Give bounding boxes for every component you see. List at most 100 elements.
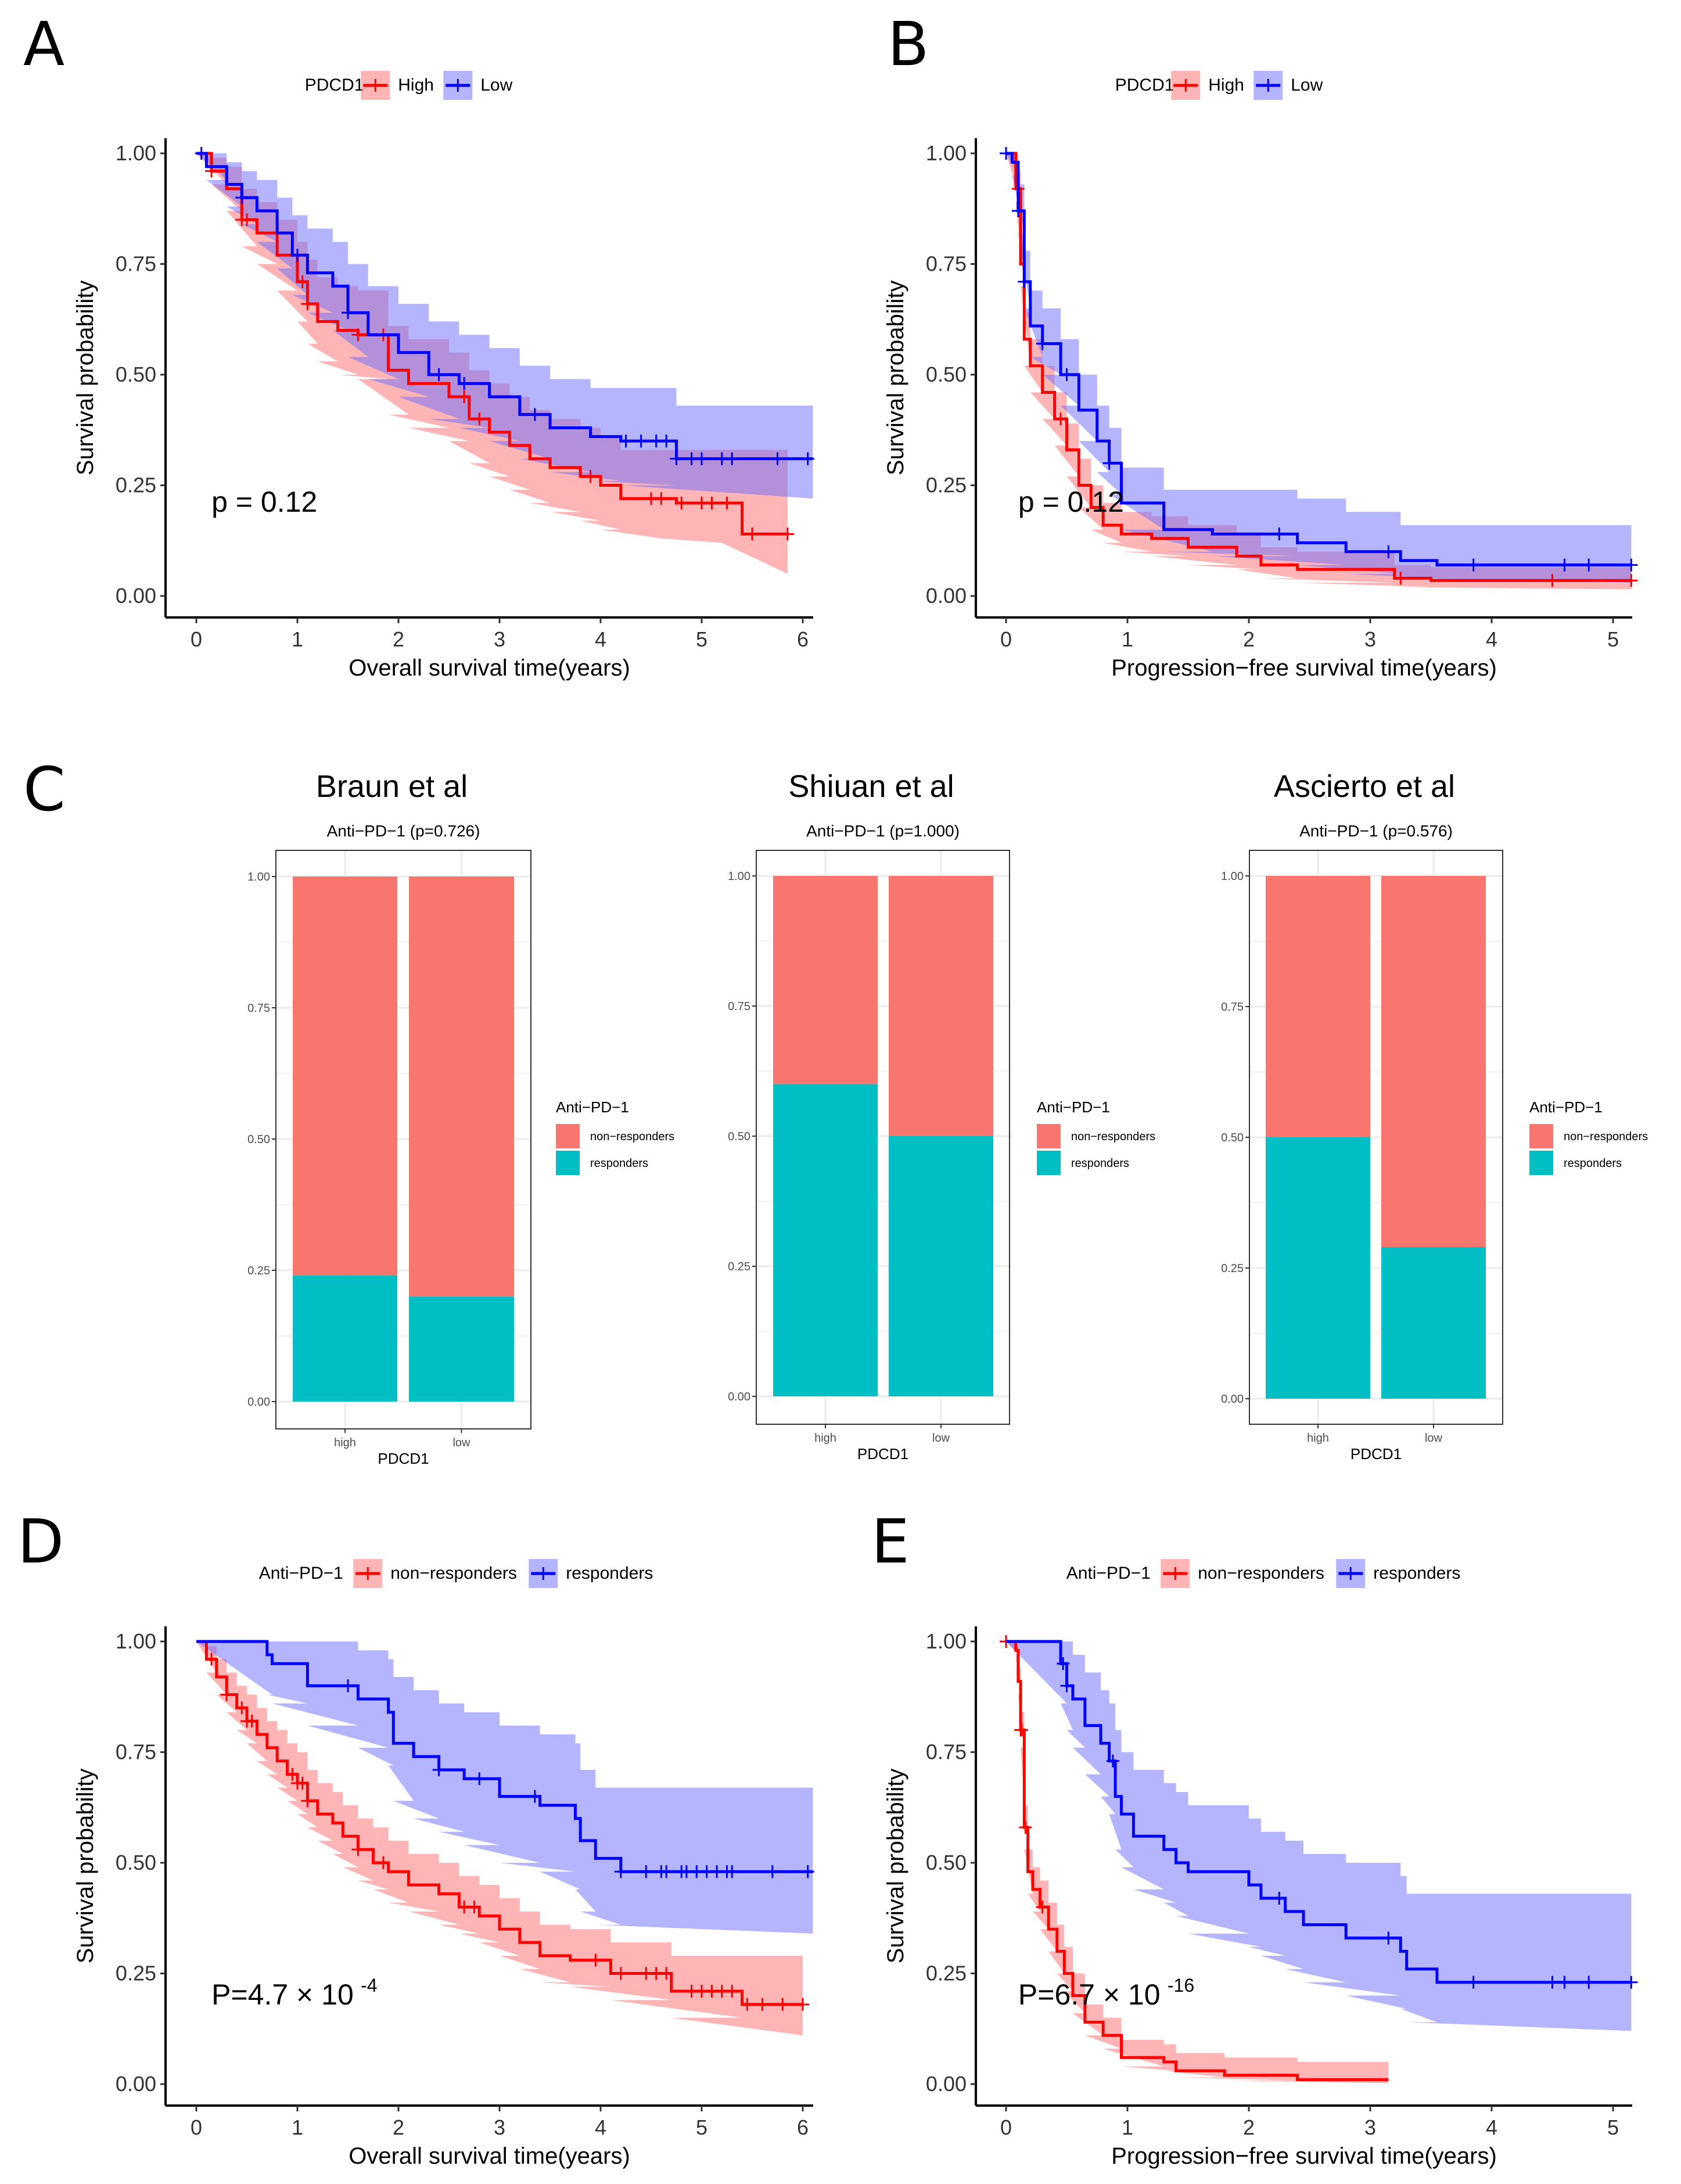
legend-key-1 — [1529, 1151, 1553, 1175]
legend-title: Anti−PD−1 — [259, 1564, 343, 1583]
bar-chart-subtitle: Anti−PD−1 (p=0.576) — [1299, 822, 1453, 840]
y-tick-label: 0.25 — [116, 473, 156, 497]
y-tick-label: 0.00 — [247, 1396, 270, 1409]
censor-mark — [614, 1967, 627, 1980]
legend-title: Anti−PD−1 — [1066, 1564, 1151, 1583]
censor-mark — [1060, 1679, 1073, 1693]
km-panel-b: PDCD1 High Low 0.00 0.25 0.50 0.75 1.00 0 1 2 3 4 5 Pr… — [883, 71, 1638, 681]
censor-mark — [1054, 412, 1068, 426]
censor-mark — [640, 1865, 653, 1878]
legend: Anti−PD−1 non−responders responders — [259, 1559, 653, 1588]
censor-mark — [286, 1768, 299, 1781]
legend-label: responders — [1373, 1564, 1460, 1583]
p-value-annotation: P=4.7 × 10 -4 — [211, 1975, 377, 2011]
x-tick-label: 2 — [393, 2115, 404, 2139]
x-tick-label: 2 — [1243, 627, 1255, 651]
censor-mark — [220, 1688, 234, 1701]
p-value-text: P=6.7 × 10 — [1018, 1978, 1161, 2011]
censor-mark — [796, 1998, 809, 2011]
y-tick-label: 0.00 — [926, 584, 967, 608]
panel-letter-b: B — [888, 9, 929, 80]
legend-title: Anti−PD−1 — [1529, 1098, 1603, 1116]
y-tick-label: 1.00 — [116, 141, 156, 165]
legend-label: responders — [1564, 1157, 1622, 1170]
censor-mark — [1273, 527, 1286, 541]
x-tick-label: high — [814, 1432, 836, 1445]
legend-key-0 — [361, 71, 390, 100]
x-tick-label: 0 — [1000, 627, 1012, 651]
censor-mark — [1558, 558, 1571, 572]
censor-mark — [1018, 275, 1031, 288]
censor-mark — [296, 275, 309, 288]
censor-mark — [1625, 574, 1638, 587]
bar-segment-nonresponders-low — [409, 877, 514, 1297]
y-tick-label: 0.50 — [728, 1130, 750, 1143]
legend-label: non−responders — [390, 1564, 517, 1583]
y-tick-label: 0.50 — [926, 362, 967, 386]
censor-mark — [584, 470, 597, 483]
legend-label: responders — [566, 1564, 653, 1583]
p-value-text: p = 0.12 — [1018, 486, 1124, 518]
censor-mark — [1558, 1975, 1571, 1989]
legend-key-0 — [1161, 1559, 1190, 1588]
bar-panel-c1: Braun et al Anti−PD−1 (p=0.726) 0.00 0.25 0.… — [247, 769, 674, 1467]
legend-label: responders — [590, 1157, 648, 1170]
x-axis-title: Overall survival time(years) — [349, 2143, 630, 2169]
legend-label: High — [1208, 76, 1244, 95]
x-tick-label: 3 — [494, 2115, 505, 2139]
x-axis-title: PDCD1 — [378, 1450, 429, 1467]
x-tick-label: 5 — [1607, 627, 1619, 651]
legend: Anti−PD−1 non−responders responders — [556, 1098, 674, 1175]
confidence-band-1 — [196, 153, 813, 499]
panel-letter-d: D — [17, 1506, 64, 1577]
censor-mark — [781, 527, 794, 541]
censor-mark — [725, 1865, 739, 1878]
x-tick-label: 5 — [696, 2115, 707, 2139]
y-tick-label: 0.25 — [247, 1265, 270, 1277]
censor-mark — [1467, 1975, 1480, 1989]
bar-panel-c3: Ascierto et al Anti−PD−1 (p=0.576) 0.00 0.2… — [1221, 769, 1648, 1463]
x-tick-label: 4 — [595, 2115, 606, 2139]
panel-letter-a: A — [23, 9, 64, 80]
p-value-exponent: -4 — [361, 1975, 377, 1996]
y-tick-label: 0.25 — [926, 1962, 967, 1985]
survival-curve-1 — [1006, 152, 1632, 567]
x-tick-label: 2 — [393, 627, 404, 651]
legend-title: PDCD1 — [305, 76, 364, 95]
censor-mark — [296, 1776, 309, 1790]
y-tick-label: 0.25 — [728, 1260, 750, 1273]
censor-mark — [1582, 1975, 1596, 1989]
y-tick-label: 0.75 — [926, 1740, 967, 1764]
legend-title: Anti−PD−1 — [1037, 1098, 1110, 1116]
censor-mark — [1382, 1931, 1395, 1945]
censor-mark — [1060, 368, 1073, 381]
km-panel-e: Anti−PD−1 non−responders responders 0.00 0.2… — [883, 1559, 1638, 2169]
censor-mark — [376, 1856, 390, 1869]
x-axis-title: Progression−free survival time(years) — [1111, 655, 1497, 681]
censor-mark — [801, 452, 814, 465]
censor-mark — [342, 1679, 354, 1693]
censor-mark — [660, 434, 673, 448]
y-tick-label: 1.00 — [926, 1629, 967, 1653]
y-tick-label: 0.00 — [728, 1391, 750, 1403]
y-tick-label: 0.50 — [1221, 1131, 1244, 1144]
p-value-exponent: -16 — [1168, 1975, 1194, 1996]
censor-mark — [1382, 545, 1395, 558]
censor-mark — [725, 1984, 739, 1998]
x-tick-label: high — [1307, 1432, 1329, 1445]
legend-label: Low — [1291, 76, 1323, 95]
censor-mark — [776, 1998, 789, 2011]
x-tick-label: 5 — [696, 627, 707, 651]
legend-key-1 — [1253, 71, 1283, 100]
censor-mark — [195, 147, 208, 160]
legend-key-1 — [556, 1151, 580, 1175]
censor-mark — [756, 1998, 769, 2011]
confidence-band-1 — [1006, 153, 1632, 583]
bar-segment-responders-low — [409, 1296, 514, 1402]
bar-segment-nonresponders-high — [773, 876, 878, 1084]
y-axis-title: Survival probability — [883, 1769, 908, 1964]
p-value-annotation: p = 0.12 — [211, 486, 317, 518]
censor-mark — [351, 328, 365, 342]
censor-mark — [670, 452, 683, 465]
y-tick-label: 1.00 — [926, 141, 967, 165]
